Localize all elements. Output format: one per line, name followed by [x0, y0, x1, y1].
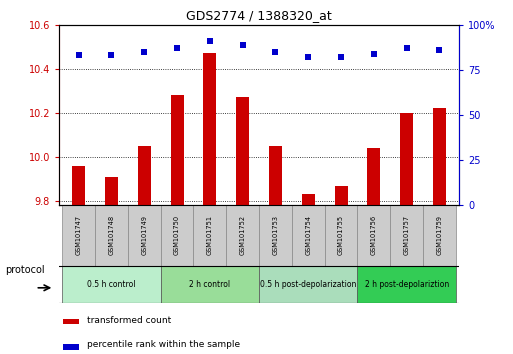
Bar: [170, 95, 184, 205]
Bar: [95, 205, 128, 266]
Text: GSM101748: GSM101748: [108, 215, 114, 256]
Text: GSM101759: GSM101759: [437, 216, 442, 255]
Bar: [236, 97, 249, 205]
Bar: [269, 146, 282, 205]
Bar: [226, 205, 259, 266]
Text: GSM101752: GSM101752: [240, 215, 246, 256]
Bar: [400, 113, 413, 205]
Point: [140, 49, 148, 55]
Title: GDS2774 / 1388320_at: GDS2774 / 1388320_at: [186, 9, 332, 22]
Point: [173, 45, 181, 51]
Point: [74, 53, 83, 58]
Bar: [325, 205, 358, 266]
Text: GSM101756: GSM101756: [371, 215, 377, 256]
Bar: [334, 185, 348, 205]
Point: [337, 55, 345, 60]
Bar: [161, 205, 193, 266]
Text: 0.5 h post-depolarization: 0.5 h post-depolarization: [260, 280, 357, 289]
Bar: [390, 205, 423, 266]
Bar: [105, 177, 118, 205]
Text: GSM101753: GSM101753: [272, 216, 279, 255]
Bar: [128, 205, 161, 266]
Bar: [367, 148, 381, 205]
Bar: [62, 205, 95, 266]
Bar: [259, 205, 292, 266]
Bar: [193, 205, 226, 266]
Text: percentile rank within the sample: percentile rank within the sample: [87, 340, 240, 349]
Bar: [137, 146, 151, 205]
Bar: [423, 205, 456, 266]
Point: [271, 49, 280, 55]
Bar: [63, 344, 79, 350]
Text: transformed count: transformed count: [87, 316, 171, 325]
Point: [370, 51, 378, 57]
Text: GSM101757: GSM101757: [404, 215, 410, 256]
Text: GSM101755: GSM101755: [338, 215, 344, 256]
Point: [239, 42, 247, 47]
Bar: [433, 108, 446, 205]
Text: GSM101754: GSM101754: [305, 215, 311, 256]
Bar: [62, 266, 161, 303]
Text: GSM101747: GSM101747: [76, 215, 82, 256]
Text: GSM101751: GSM101751: [207, 216, 213, 255]
Point: [304, 55, 312, 60]
Bar: [292, 205, 325, 266]
Point: [107, 53, 115, 58]
Bar: [259, 266, 358, 303]
Bar: [63, 319, 79, 324]
Bar: [161, 266, 259, 303]
Text: GSM101749: GSM101749: [141, 216, 147, 255]
Text: 2 h control: 2 h control: [189, 280, 230, 289]
Point: [436, 47, 444, 53]
Bar: [358, 205, 390, 266]
Bar: [358, 266, 456, 303]
Text: protocol: protocol: [5, 265, 45, 275]
Text: GSM101750: GSM101750: [174, 215, 180, 256]
Point: [403, 45, 411, 51]
Bar: [72, 166, 85, 205]
Text: 0.5 h control: 0.5 h control: [87, 280, 136, 289]
Bar: [203, 53, 216, 205]
Point: [206, 38, 214, 44]
Bar: [302, 194, 315, 205]
Text: 2 h post-depolariztion: 2 h post-depolariztion: [365, 280, 449, 289]
